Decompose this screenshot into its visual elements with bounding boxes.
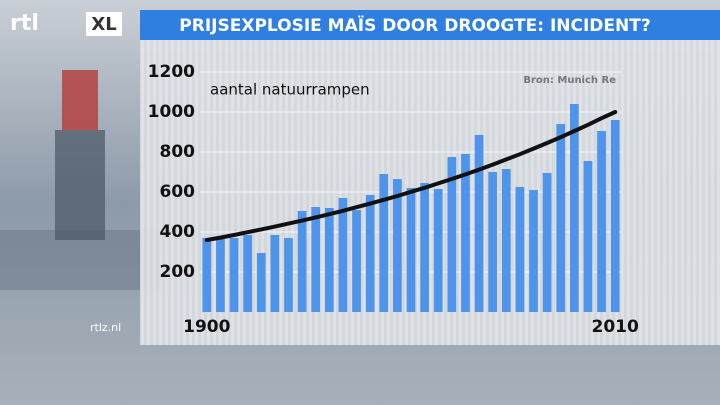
trend-line	[204, 110, 618, 242]
chart-subtitle: aantal natuurrampen	[210, 81, 370, 99]
bar	[284, 238, 293, 312]
y-tick-label: 600	[160, 182, 196, 202]
bar	[583, 161, 593, 312]
bar	[270, 235, 280, 312]
bar	[515, 187, 525, 312]
bar	[461, 154, 470, 312]
bar	[488, 172, 498, 312]
watermark: rtlz.nl	[90, 321, 121, 334]
y-tick-label: 1000	[148, 102, 195, 122]
bar	[311, 207, 321, 312]
bar	[406, 188, 416, 312]
logo-badge	[86, 12, 122, 36]
bar	[338, 198, 348, 312]
logo: rtl	[10, 11, 39, 36]
bar	[569, 104, 579, 312]
y-tick-label: 400	[160, 222, 196, 242]
bar	[324, 208, 334, 312]
x-tick-label: 2010	[592, 317, 639, 337]
bar	[597, 131, 606, 312]
photo-figure	[62, 70, 98, 130]
bar	[433, 189, 443, 312]
title-bar	[140, 10, 720, 40]
bar	[216, 238, 225, 312]
bar	[202, 238, 212, 312]
chart-title: PRIJSEXPLOSIE MAÏS DOOR DROOGTE: INCIDEN…	[179, 14, 650, 36]
bar	[556, 124, 566, 312]
y-tick-label: 1200	[148, 62, 195, 82]
y-tick-label: 800	[160, 142, 196, 162]
bar	[610, 120, 620, 312]
logo-badge-text: XL	[91, 14, 116, 35]
bar	[393, 179, 402, 312]
bar	[529, 190, 538, 312]
y-tick-label: 200	[160, 262, 196, 282]
photo-figure	[55, 130, 105, 240]
bar	[256, 253, 266, 312]
bar	[542, 173, 552, 312]
bar	[379, 174, 389, 312]
bar	[501, 169, 511, 312]
bar	[229, 238, 239, 312]
bar	[297, 211, 307, 312]
bar	[365, 195, 375, 312]
bar	[352, 210, 361, 312]
x-tick-label: 1900	[183, 317, 230, 337]
bar	[243, 235, 253, 312]
bar	[474, 135, 484, 312]
source: Bron: Munich Re	[523, 75, 616, 86]
bar	[420, 183, 429, 312]
bar	[447, 157, 457, 312]
